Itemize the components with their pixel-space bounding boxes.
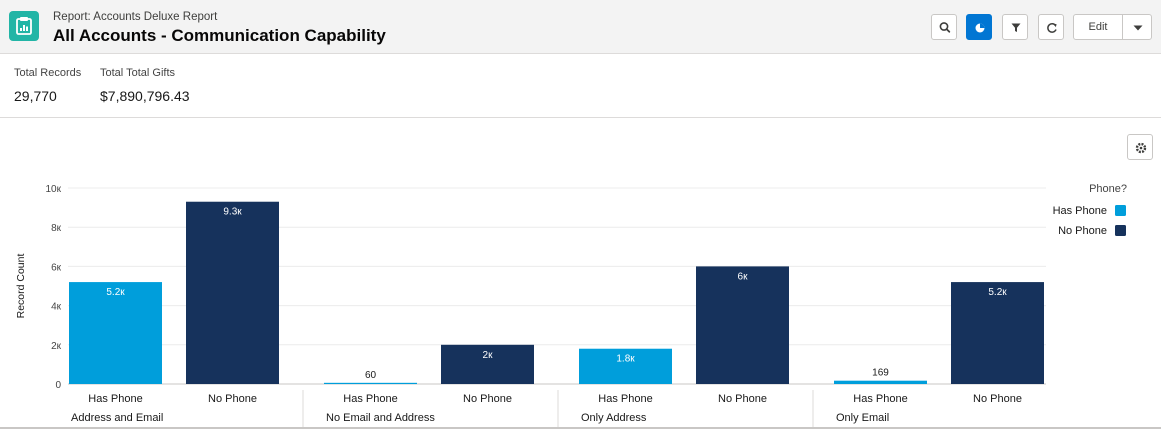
bar-has-phone	[579, 348, 672, 384]
y-tick-label: 10к	[46, 184, 62, 195]
bar-no-phone	[186, 201, 279, 384]
group-label: No Email and Address	[326, 412, 435, 424]
bar-data-label: 5.2к	[106, 287, 125, 298]
bar-data-label: 5.2к	[988, 287, 1007, 298]
edit-button[interactable]: Edit	[1073, 14, 1123, 40]
legend-title: Phone?	[1089, 183, 1127, 195]
refresh-button[interactable]	[1038, 14, 1064, 40]
x-tick-label: Has Phone	[853, 393, 907, 405]
x-tick-label: No Phone	[973, 393, 1022, 405]
y-tick-label: 6к	[51, 262, 62, 273]
search-button[interactable]	[931, 14, 957, 40]
bar-data-label: 60	[365, 370, 377, 381]
summary-divider	[0, 117, 1161, 118]
total-gifts-value: $7,890,796.43	[100, 88, 190, 104]
legend-swatch	[1115, 205, 1126, 216]
x-tick-label: No Phone	[718, 393, 767, 405]
x-tick-label: Has Phone	[88, 393, 142, 405]
bar-no-phone	[951, 282, 1044, 384]
x-tick-label: Has Phone	[343, 393, 397, 405]
group-label: Only Address	[581, 412, 647, 424]
bar-data-label: 2к	[483, 350, 494, 361]
legend-swatch	[1115, 225, 1126, 236]
bar-no-phone	[696, 266, 789, 384]
total-gifts-label: Total Total Gifts	[100, 67, 175, 79]
group-label: Only Email	[836, 412, 889, 424]
bar-chart: 0 2к 4к 6к 8к 10к Record Count 5.2к Has Phone 9.3…	[15, 183, 1127, 427]
x-tick-label: No Phone	[463, 393, 512, 405]
x-tick-label: No Phone	[208, 393, 257, 405]
bar-has-phone	[324, 382, 417, 384]
filter-icon	[1011, 23, 1021, 32]
y-tick-label: 0	[55, 380, 61, 391]
bar-has-phone	[834, 380, 927, 384]
page-title: All Accounts - Communication Capability	[53, 26, 386, 45]
bar-has-phone	[69, 282, 162, 384]
chart-toggle-icon	[975, 23, 985, 33]
report-type-label: Report: Accounts Deluxe Report	[53, 11, 218, 23]
report-icon	[9, 11, 39, 41]
y-tick-label: 4к	[51, 302, 62, 313]
refresh-icon	[1047, 23, 1057, 33]
chart-toggle-button[interactable]	[966, 14, 992, 40]
more-actions-button[interactable]	[1122, 14, 1152, 40]
bar-data-label: 169	[872, 368, 889, 379]
search-icon	[939, 22, 951, 33]
bottom-border	[0, 427, 1161, 429]
chevron-down-icon	[1133, 25, 1143, 31]
x-tick-label: Has Phone	[598, 393, 652, 405]
chart-settings-button[interactable]	[1127, 134, 1153, 160]
bar-data-label: 6к	[738, 271, 749, 282]
legend-item-label: Has Phone	[1053, 205, 1107, 217]
bar-data-label: 1.8к	[616, 354, 635, 365]
legend-item-label: No Phone	[1058, 225, 1107, 237]
total-records-value: 29,770	[14, 88, 57, 104]
group-label: Address and Email	[71, 412, 163, 424]
y-tick-label: 8к	[51, 223, 62, 234]
report-header: Report: Accounts Deluxe Report All Accou…	[0, 0, 1161, 54]
filter-button[interactable]	[1002, 14, 1028, 40]
y-tick-label: 2к	[51, 341, 62, 352]
bar-no-phone	[441, 344, 534, 384]
y-axis-title: Record Count	[15, 254, 27, 319]
bar-data-label: 9.3к	[223, 207, 242, 218]
total-records-label: Total Records	[14, 67, 82, 79]
gear-icon	[1135, 142, 1147, 154]
